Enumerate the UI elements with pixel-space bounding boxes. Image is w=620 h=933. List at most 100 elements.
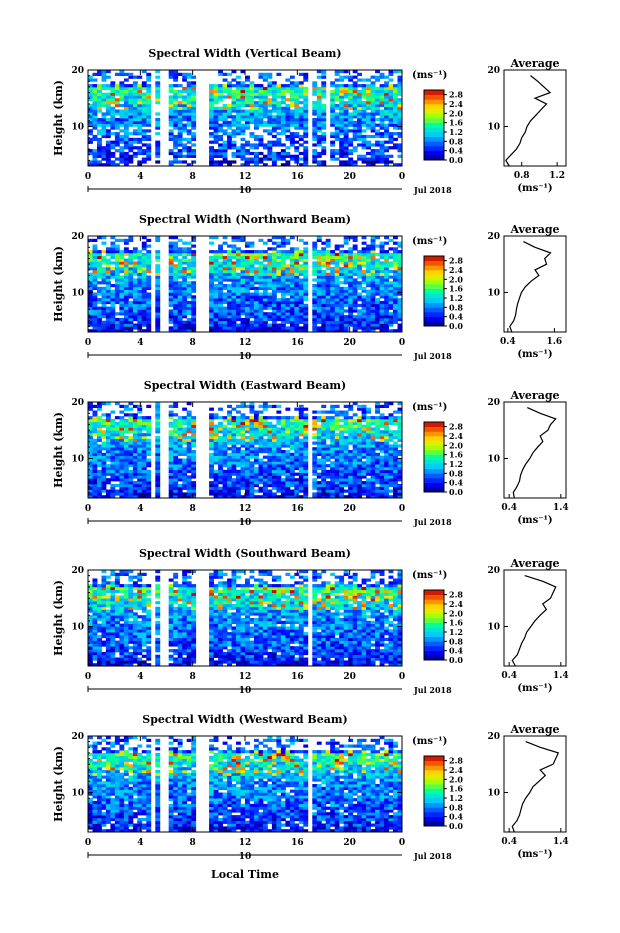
heatmap-cell: [259, 110, 264, 113]
heatmap-cell: [182, 115, 187, 118]
heatmap-cell: [348, 149, 353, 152]
heatmap-cell: [191, 160, 196, 163]
heatmap-cell: [353, 104, 358, 107]
heatmap-cell: [187, 124, 192, 127]
heatmap-cell: [263, 112, 268, 115]
heatmap-cell: [389, 307, 394, 310]
heatmap-cell: [303, 276, 308, 279]
heatmap-cell: [236, 93, 241, 96]
heatmap-cell: [182, 315, 187, 318]
heatmap-cell: [348, 250, 353, 253]
heatmap-cell: [155, 276, 160, 279]
heatmap-cell: [245, 121, 250, 124]
heatmap-cell: [106, 416, 111, 419]
heatmap-cell: [380, 318, 385, 321]
heatmap-cell: [326, 273, 331, 276]
heatmap-cell: [142, 315, 147, 318]
heatmap-cell: [119, 158, 124, 161]
heatmap-cell: [115, 127, 120, 130]
heatmap-cell: [169, 87, 174, 90]
heatmap-cell: [93, 309, 98, 312]
heatmap-cell: [312, 110, 317, 113]
heatmap-cell: [182, 433, 187, 436]
heatmap-cell: [102, 304, 107, 307]
heatmap-cell: [227, 413, 232, 416]
heatmap-cell: [93, 326, 98, 329]
heatmap-cell: [124, 459, 129, 462]
heatmap-cell: [294, 261, 299, 264]
heatmap-cell: [317, 318, 322, 321]
heatmap-cell: [384, 278, 389, 281]
heatmap-cell: [348, 124, 353, 127]
heatmap-cell: [294, 459, 299, 462]
heatmap-cell: [209, 141, 214, 144]
heatmap-cell: [330, 155, 335, 158]
heatmap-cell: [124, 121, 129, 124]
heatmap-cell: [281, 464, 286, 467]
heatmap-cell: [209, 107, 214, 110]
heatmap-cell: [102, 79, 107, 82]
heatmap-cell: [133, 301, 138, 304]
heatmap-cell: [245, 242, 250, 245]
heatmap-cell: [146, 76, 151, 79]
heatmap-cell: [335, 247, 340, 250]
heatmap-cell: [119, 121, 124, 124]
heatmap-cell: [348, 261, 353, 264]
heatmap-cell: [380, 76, 385, 79]
panel-title: Spectral Width (Northward Beam): [139, 213, 351, 226]
heatmap-cell: [299, 461, 304, 464]
heatmap-cell: [182, 73, 187, 76]
heatmap-cell: [245, 160, 250, 163]
heatmap-cell: [303, 121, 308, 124]
heatmap-cell: [254, 135, 259, 138]
heatmap-cell: [389, 247, 394, 250]
heatmap-cell: [281, 152, 286, 155]
heatmap-cell: [250, 430, 255, 433]
heatmap-cell: [335, 413, 340, 416]
heatmap-cell: [93, 73, 98, 76]
heatmap-cell: [263, 298, 268, 301]
heatmap-cell: [339, 293, 344, 296]
heatmap-cell: [191, 273, 196, 276]
heatmap-cell: [259, 135, 264, 138]
heatmap-cell: [276, 284, 281, 287]
heatmap-cell: [102, 419, 107, 422]
heatmap-cell: [102, 425, 107, 428]
heatmap-cell: [97, 461, 102, 464]
heatmap-cell: [178, 436, 183, 439]
heatmap-cell: [119, 261, 124, 264]
heatmap-cell: [128, 95, 133, 98]
heatmap-cell: [393, 101, 398, 104]
heatmap-cell: [209, 464, 214, 467]
heatmap-cell: [285, 475, 290, 478]
heatmap-cell: [348, 304, 353, 307]
heatmap-cell: [187, 242, 192, 245]
heatmap-cell: [380, 146, 385, 149]
heatmap-cell: [182, 470, 187, 473]
heatmap-cell: [294, 467, 299, 470]
heatmap-cell: [353, 295, 358, 298]
heatmap-cell: [214, 273, 219, 276]
heatmap-cell: [93, 467, 98, 470]
heatmap-cell: [119, 112, 124, 115]
heatmap-cell: [299, 298, 304, 301]
heatmap-cell: [272, 459, 277, 462]
heatmap-cell: [285, 110, 290, 113]
heatmap-cell: [146, 324, 151, 327]
heatmap-cell: [285, 138, 290, 141]
heatmap-cell: [254, 110, 259, 113]
heatmap-cell: [330, 461, 335, 464]
heatmap-cell: [339, 309, 344, 312]
heatmap-cell: [169, 76, 174, 79]
heatmap-cell: [110, 490, 115, 493]
heatmap-cell: [169, 290, 174, 293]
heatmap-cell: [259, 273, 264, 276]
heatmap-cell: [169, 293, 174, 296]
heatmap-cell: [371, 278, 376, 281]
heatmap-cell: [344, 95, 349, 98]
heatmap-cell: [335, 442, 340, 445]
heatmap-cell: [102, 155, 107, 158]
heatmap-cell: [223, 433, 228, 436]
heatmap-cell: [294, 461, 299, 464]
heatmap-cell: [128, 146, 133, 149]
